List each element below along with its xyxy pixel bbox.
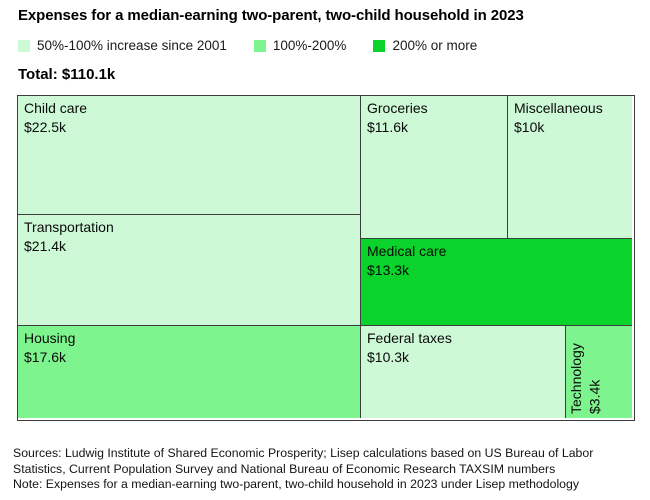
cell-name: Miscellaneous	[514, 100, 603, 116]
footer-sources-line2: Statistics, Current Population Survey an…	[13, 461, 556, 476]
legend-item-100-200: 100%-200%	[253, 38, 347, 53]
total-label: Total: $110.1k	[18, 66, 116, 83]
cell-value: $11.6k	[367, 118, 408, 135]
chart-title: Expenses for a median-earning two-parent…	[18, 7, 524, 24]
legend: 50%-100% increase since 2001 100%-200% 2…	[18, 38, 477, 53]
cell-name: Federal taxes	[367, 330, 452, 346]
cell-value: $3.4k	[586, 379, 603, 414]
footer: Sources: Ludwig Institute of Shared Econ…	[13, 446, 593, 493]
cell-name: Child care	[24, 100, 88, 116]
cell-label: Medical care $13.3k	[361, 239, 632, 279]
treemap-cell-miscellaneous: Miscellaneous $10k	[508, 96, 632, 239]
legend-swatch-medium-green	[253, 39, 266, 52]
cell-value: $22.5k	[24, 118, 67, 135]
treemap-cell-technology: Technology $3.4k	[566, 326, 632, 418]
cell-label: Miscellaneous $10k	[508, 96, 632, 136]
cell-label: Child care $22.5k	[18, 96, 360, 136]
treemap: Child care $22.5k Transportation $21.4k …	[17, 95, 635, 421]
treemap-cell-child-care: Child care $22.5k	[18, 96, 361, 215]
legend-label: 100%-200%	[272, 38, 347, 53]
cell-name: Transportation	[24, 219, 114, 235]
legend-swatch-light-green	[18, 39, 30, 52]
footer-note: Note: Expenses for a median-earning two-…	[13, 477, 580, 491]
cell-value: $21.4k	[24, 237, 67, 254]
legend-label: 50%-100% increase since 2001	[37, 38, 227, 53]
cell-name: Groceries	[367, 100, 428, 116]
cell-value: $10.3k	[367, 348, 410, 365]
cell-label: Federal taxes $10.3k	[361, 326, 565, 366]
cell-value: $10k	[514, 118, 545, 135]
cell-name: Medical care	[367, 243, 447, 259]
treemap-cell-transportation: Transportation $21.4k	[18, 215, 361, 326]
treemap-cell-federal-taxes: Federal taxes $10.3k	[361, 326, 566, 418]
legend-item-50-100: 50%-100% increase since 2001	[18, 38, 227, 53]
treemap-cell-medical-care: Medical care $13.3k	[361, 239, 632, 326]
cell-label: Transportation $21.4k	[18, 215, 360, 255]
treemap-cell-housing: Housing $17.6k	[18, 326, 361, 418]
cell-label-rotated: Technology $3.4k	[567, 330, 605, 414]
cell-name: Housing	[24, 330, 76, 346]
legend-label: 200% or more	[392, 38, 478, 53]
cell-label: Housing $17.6k	[18, 326, 360, 366]
cell-label: Groceries $11.6k	[361, 96, 507, 136]
cell-name: Technology	[568, 343, 584, 414]
treemap-cell-groceries: Groceries $11.6k	[361, 96, 508, 239]
cell-value: $13.3k	[367, 261, 410, 278]
legend-item-200-plus: 200% or more	[373, 38, 477, 53]
cell-value: $17.6k	[24, 348, 67, 365]
footer-sources-line1: Sources: Ludwig Institute of Shared Econ…	[13, 446, 594, 460]
legend-swatch-bright-green	[373, 39, 386, 52]
